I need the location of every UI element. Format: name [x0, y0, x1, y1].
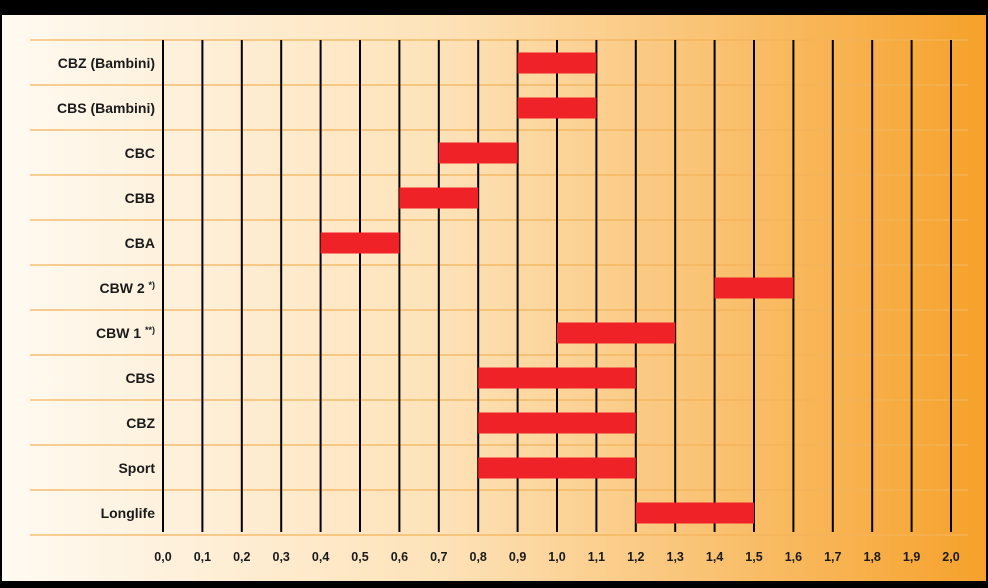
range-bar [478, 457, 636, 479]
x-tick-label: 1,5 [745, 550, 762, 564]
x-tick-label: 1,1 [588, 550, 605, 564]
x-tick-label: 1,7 [824, 550, 841, 564]
category-label: CBB [125, 190, 155, 206]
range-bar [478, 367, 636, 389]
category-labels: CBZ (Bambini) CBS (Bambini) CBC CBB CBA CBW 2… [57, 55, 155, 521]
category-footnote-mark: **) [145, 325, 155, 335]
x-tick-label: 1,8 [864, 550, 881, 564]
x-tick-label: 0,8 [470, 550, 487, 564]
category-label: CBS (Bambini) [57, 100, 155, 116]
range-bar [399, 187, 479, 209]
x-tick-label: 0,9 [509, 550, 526, 564]
x-tick-label: 0,0 [154, 550, 171, 564]
category-label: Sport [118, 460, 155, 476]
category-label-text: Sport [118, 460, 155, 476]
top-frame-bar [0, 0, 988, 15]
x-tick-label: 1,9 [903, 550, 920, 564]
range-bar [320, 232, 400, 254]
category-label: CBW 1 **) [96, 325, 155, 341]
x-tick-label: 0,6 [391, 550, 408, 564]
x-tick-label: 0,7 [430, 550, 447, 564]
category-label-text: CBA [125, 235, 155, 251]
category-label: CBZ (Bambini) [58, 55, 155, 71]
range-bar [635, 502, 754, 524]
x-tick-label: 0,3 [273, 550, 290, 564]
range-bar [478, 412, 636, 434]
x-tick-label: 2,0 [942, 550, 959, 564]
range-bar [517, 52, 597, 74]
x-tick-label: 0,5 [351, 550, 368, 564]
range-bar [557, 322, 676, 344]
range-bar [714, 277, 794, 299]
category-label-text: Longlife [101, 505, 156, 521]
range-bar [438, 142, 518, 164]
x-tick-label: 0,1 [194, 550, 211, 564]
category-label: Longlife [101, 505, 156, 521]
category-label-text: CBB [125, 190, 155, 206]
x-tick-label: 0,2 [233, 550, 250, 564]
x-tick-label: 0,4 [312, 550, 329, 564]
category-label-text: CBW 2 [100, 280, 149, 296]
x-tick-label: 1,0 [548, 550, 565, 564]
category-label-text: CBS [125, 370, 155, 386]
category-label-text: CBC [125, 145, 155, 161]
range-bars [320, 52, 794, 524]
category-footnote-mark: *) [149, 280, 156, 290]
category-label: CBA [125, 235, 155, 251]
x-tick-label: 1,2 [627, 550, 644, 564]
category-label: CBZ [126, 415, 155, 431]
x-tick-labels: 0,0 0,1 0,2 0,3 0,4 0,5 0,6 0,7 0,8 0,9 1,0 1,1 1,2 1… [154, 550, 959, 564]
x-tick-label: 1,3 [667, 550, 684, 564]
category-label: CBC [125, 145, 155, 161]
category-label: CBS [125, 370, 155, 386]
x-tick-label: 1,4 [706, 550, 723, 564]
chart-background [2, 15, 986, 581]
range-bar [517, 97, 597, 119]
row-separator-lines [30, 39, 968, 536]
category-label-text: CBZ [126, 415, 155, 431]
x-tick-label: 1,6 [785, 550, 802, 564]
category-label: CBW 2 *) [100, 280, 156, 296]
category-label-text: CBW 1 [96, 325, 145, 341]
category-label-text: CBS (Bambini) [57, 100, 155, 116]
category-label-text: CBZ (Bambini) [58, 55, 155, 71]
